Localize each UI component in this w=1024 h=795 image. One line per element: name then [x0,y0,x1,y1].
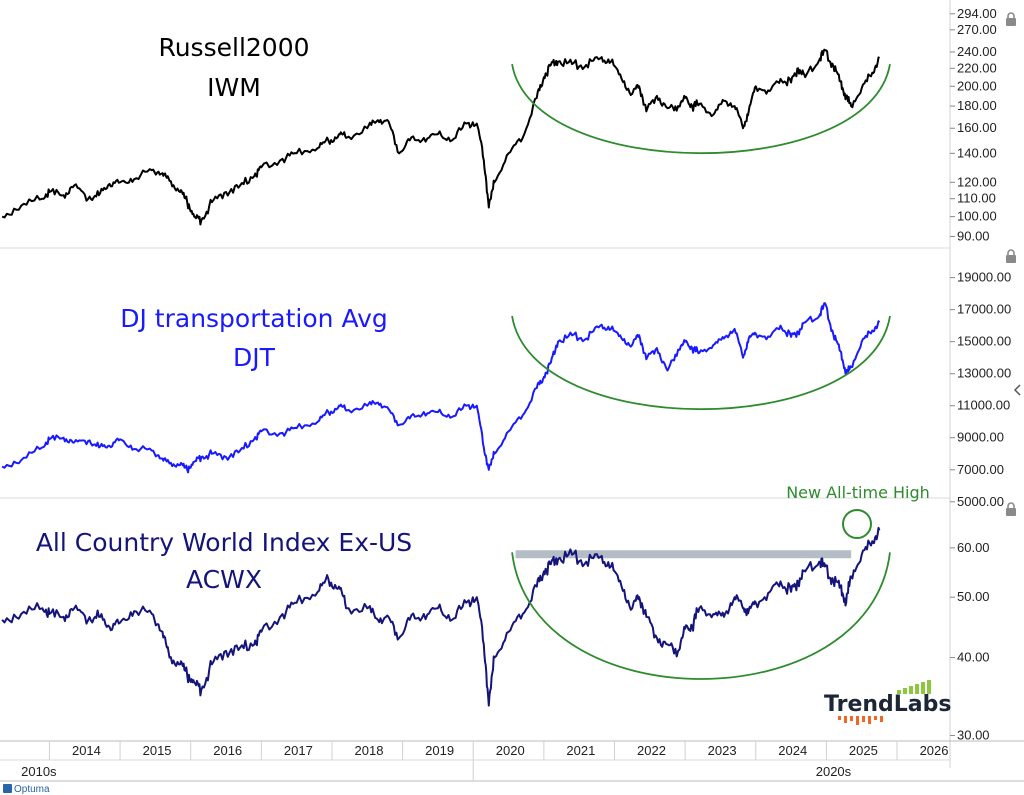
iwm-y-tick-label: 180.00 [957,98,997,113]
iwm-y-tick-label: 200.00 [957,78,997,93]
all-time-high-circle [842,509,872,539]
acwx-resistance-band [515,550,852,559]
x-decade-label: 2020s [816,764,852,779]
x-year-label: 2017 [284,743,313,758]
iwm-y-tick-label: 140.00 [957,145,997,160]
acwx-cup-arc [511,552,891,680]
acwx-title-line1: All Country World Index Ex-US [36,528,412,557]
x-year-label: 2018 [355,743,384,758]
optuma-logo: Optuma [3,784,50,795]
iwm-y-tick-label: 110.00 [957,191,996,206]
trendlabs-logo: TrendLabs [824,680,951,725]
iwm-y-tick-label: 294.00 [957,6,997,21]
iwm-title-line1: Russell2000 [158,33,309,62]
x-year-label: 2015 [143,743,172,758]
x-year-label: 2021 [566,743,595,758]
x-year-label: 2023 [708,743,737,758]
trendlabs-logo-text: TrendLabs [824,692,951,717]
lock-icon[interactable] [1006,12,1016,26]
djt-y-tick-label: 11000.00 [957,398,1010,413]
x-year-label: 2022 [637,743,666,758]
lock-icon[interactable] [1006,502,1016,516]
chevron-left-icon[interactable] [1013,384,1021,396]
iwm-cup-arc [511,63,891,154]
iwm-price-line [1,48,881,226]
djt-title-line1: DJ transportation Avg [120,304,388,333]
acwx-price-line [1,526,881,707]
djt-y-tick-label: 9000.00 [957,430,1004,445]
iwm-y-tick-label: 270.00 [957,22,997,37]
x-year-label: 2026 [920,743,949,758]
acwx-y-tick-label: 30.00 [957,727,990,742]
iwm-y-tick-label: 220.00 [957,60,997,75]
iwm-y-tick-label: 240.00 [957,44,997,59]
iwm-y-tick-label: 120.00 [957,174,997,189]
x-year-label: 2019 [425,743,454,758]
optuma-icon [3,784,12,793]
iwm-y-tick-label: 160.00 [957,120,997,135]
trendlabs-green-bars [897,680,931,694]
optuma-text: Optuma [14,784,50,795]
acwx-y-tick-label: 60.00 [957,540,990,555]
iwm-title-line2: IWM [207,73,261,102]
x-year-label: 2025 [849,743,878,758]
djt-y-tick-label: 13000.00 [957,366,1011,381]
acwx-title-line2: ACWX [186,565,262,594]
x-year-label: 2024 [778,743,807,758]
x-year-label: 2020 [496,743,525,758]
x-decade-label: 2010s [21,764,57,779]
new-all-time-high-note: New All-time High [786,483,930,502]
djt-y-tick-label: 5000.00 [957,494,1004,509]
iwm-y-tick-label: 100.00 [957,209,997,224]
acwx-y-tick-label: 50.00 [957,589,990,604]
djt-y-tick-label: 7000.00 [957,462,1004,477]
acwx-y-tick-label: 40.00 [957,650,990,665]
lock-icon[interactable] [1006,249,1016,263]
djt-price-line [1,302,881,474]
djt-title-line2: DJT [233,343,276,372]
trendlabs-orange-bars [838,716,883,725]
djt-y-tick-label: 17000.00 [957,302,1011,317]
iwm-y-tick-label: 90.00 [957,228,990,243]
djt-y-tick-label: 19000.00 [957,270,1011,285]
djt-y-tick-label: 15000.00 [957,334,1011,349]
djt-cup-arc [511,315,891,410]
x-year-label: 2016 [213,743,242,758]
x-year-label: 2014 [72,743,101,758]
